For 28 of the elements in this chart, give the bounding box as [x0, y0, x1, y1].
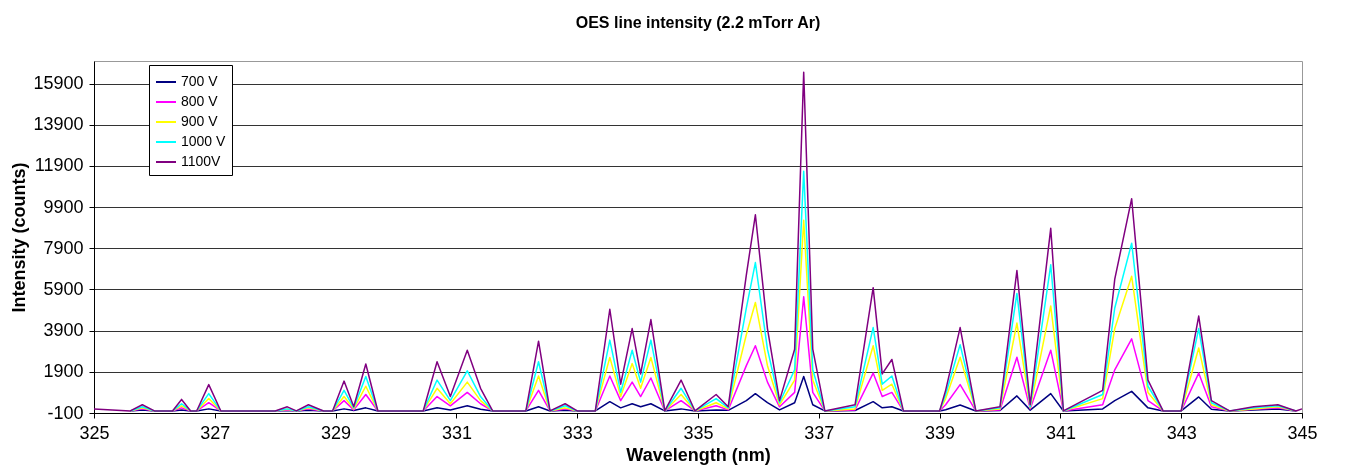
y-tick-label: 5900 — [43, 278, 84, 299]
x-tick-label: 337 — [804, 422, 835, 443]
y-tick-label: 13900 — [33, 114, 84, 135]
legend-label: 700 V — [181, 73, 219, 89]
y-tick-label: 11900 — [34, 155, 84, 176]
legend-label: 900 V — [181, 113, 219, 129]
y-tick-label: 3900 — [43, 320, 84, 341]
x-tick-label: 331 — [441, 422, 472, 443]
y-tick-label: 15900 — [33, 73, 84, 94]
legend-label: 800 V — [181, 93, 219, 109]
y-tick-label: -100 — [47, 402, 84, 423]
y-tick-label: 1900 — [43, 361, 84, 382]
x-tick-label: 329 — [321, 422, 352, 443]
x-tick-label: 345 — [1287, 422, 1318, 443]
x-tick-label: 343 — [1166, 422, 1197, 443]
y-tick-label: 7900 — [43, 237, 84, 258]
x-tick-label: 335 — [683, 422, 714, 443]
y-axis-title: Intensity (counts) — [9, 162, 30, 313]
x-tick-label: 327 — [200, 422, 231, 443]
y-tick-label: 9900 — [43, 196, 84, 217]
x-tick-label: 339 — [925, 422, 956, 443]
x-axis-title: Wavelength (nm) — [626, 444, 771, 465]
chart-title: OES line intensity (2.2 mTorr Ar) — [575, 14, 821, 31]
legend-label: 1000 V — [181, 133, 227, 149]
x-tick-label: 325 — [79, 422, 110, 443]
x-tick-label: 341 — [1045, 422, 1076, 443]
legend-label: 1100V — [181, 153, 222, 169]
x-tick-label: 333 — [562, 422, 593, 443]
